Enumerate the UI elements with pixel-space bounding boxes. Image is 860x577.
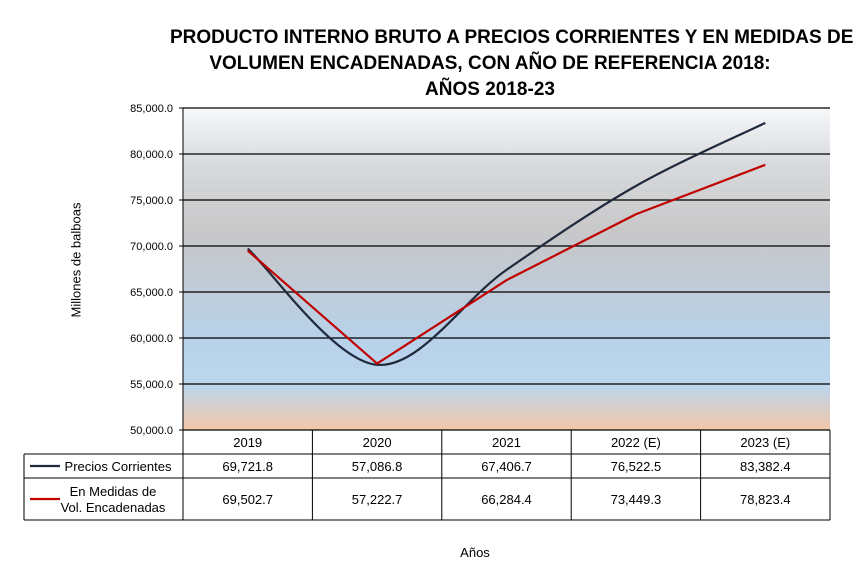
data-table-value: 57,222.7 xyxy=(352,492,403,507)
data-table-value: 69,721.8 xyxy=(222,459,273,474)
y-tick-label: 70,000.0 xyxy=(130,241,173,253)
chart-title-line-1: PRODUCTO INTERNO BRUTO A PRECIOS CORRIEN… xyxy=(170,27,854,48)
legend-label: En Medidas de xyxy=(70,484,157,499)
data-table-value: 67,406.7 xyxy=(481,459,532,474)
y-tick-label: 55,000.0 xyxy=(130,379,173,391)
x-tick-label: 2022 (E) xyxy=(611,435,661,450)
data-table: 2019 2020 2021 2022 (E) 2023 (E) Precios Corr… xyxy=(23,429,831,521)
y-tick-label: 50,000.0 xyxy=(130,425,173,437)
x-tick-label: 2019 xyxy=(233,435,262,450)
chart-title-line-3: AÑOS 2018-23 xyxy=(425,79,555,100)
data-table-value: 57,086.8 xyxy=(352,459,403,474)
y-tick-label: 65,000.0 xyxy=(130,287,173,299)
data-table-value: 73,449.3 xyxy=(611,492,662,507)
y-tick-label: 75,000.0 xyxy=(130,195,173,207)
series-lines xyxy=(246,121,766,366)
data-table-value: 66,284.4 xyxy=(481,492,532,507)
chart-title-line-2: VOLUMEN ENCADENADAS, CON AÑO DE REFERENC… xyxy=(209,53,771,74)
y-tick-label: 60,000.0 xyxy=(130,333,173,345)
x-tick-label: 2021 xyxy=(492,435,521,450)
y-tick-label: 85,000.0 xyxy=(130,103,173,115)
y-tick-labels: 50,000.0 55,000.0 60,000.0 65,000.0 70,000.0… xyxy=(130,103,173,437)
legend-label: Precios Corrientes xyxy=(65,459,172,474)
y-tick-label: 80,000.0 xyxy=(130,149,173,161)
series-line-precios-corrientes xyxy=(246,121,766,366)
data-table-value: 76,522.5 xyxy=(611,459,662,474)
series-line-volumen-encadenadas xyxy=(246,163,766,365)
x-tick-label: 2020 xyxy=(363,435,392,450)
x-axis-label: Años xyxy=(460,545,490,560)
legend-label: Vol. Encadenadas xyxy=(61,500,166,515)
data-table-value: 78,823.4 xyxy=(740,492,791,507)
x-tick-label: 2023 (E) xyxy=(740,435,790,450)
data-table-value: 83,382.4 xyxy=(740,459,791,474)
chart-title: PRODUCTO INTERNO BRUTO A PRECIOS CORRIEN… xyxy=(170,25,854,103)
data-table-value: 69,502.7 xyxy=(222,492,273,507)
